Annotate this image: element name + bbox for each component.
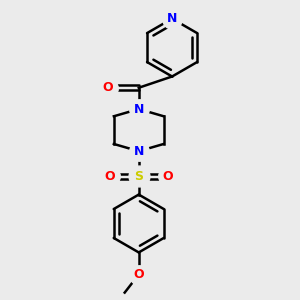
Text: O: O bbox=[104, 169, 115, 183]
Text: O: O bbox=[134, 268, 144, 281]
Text: O: O bbox=[103, 81, 113, 94]
Text: O: O bbox=[162, 169, 173, 183]
Text: N: N bbox=[167, 12, 177, 25]
Text: N: N bbox=[134, 103, 144, 116]
Text: N: N bbox=[134, 145, 144, 158]
Text: S: S bbox=[134, 169, 143, 183]
